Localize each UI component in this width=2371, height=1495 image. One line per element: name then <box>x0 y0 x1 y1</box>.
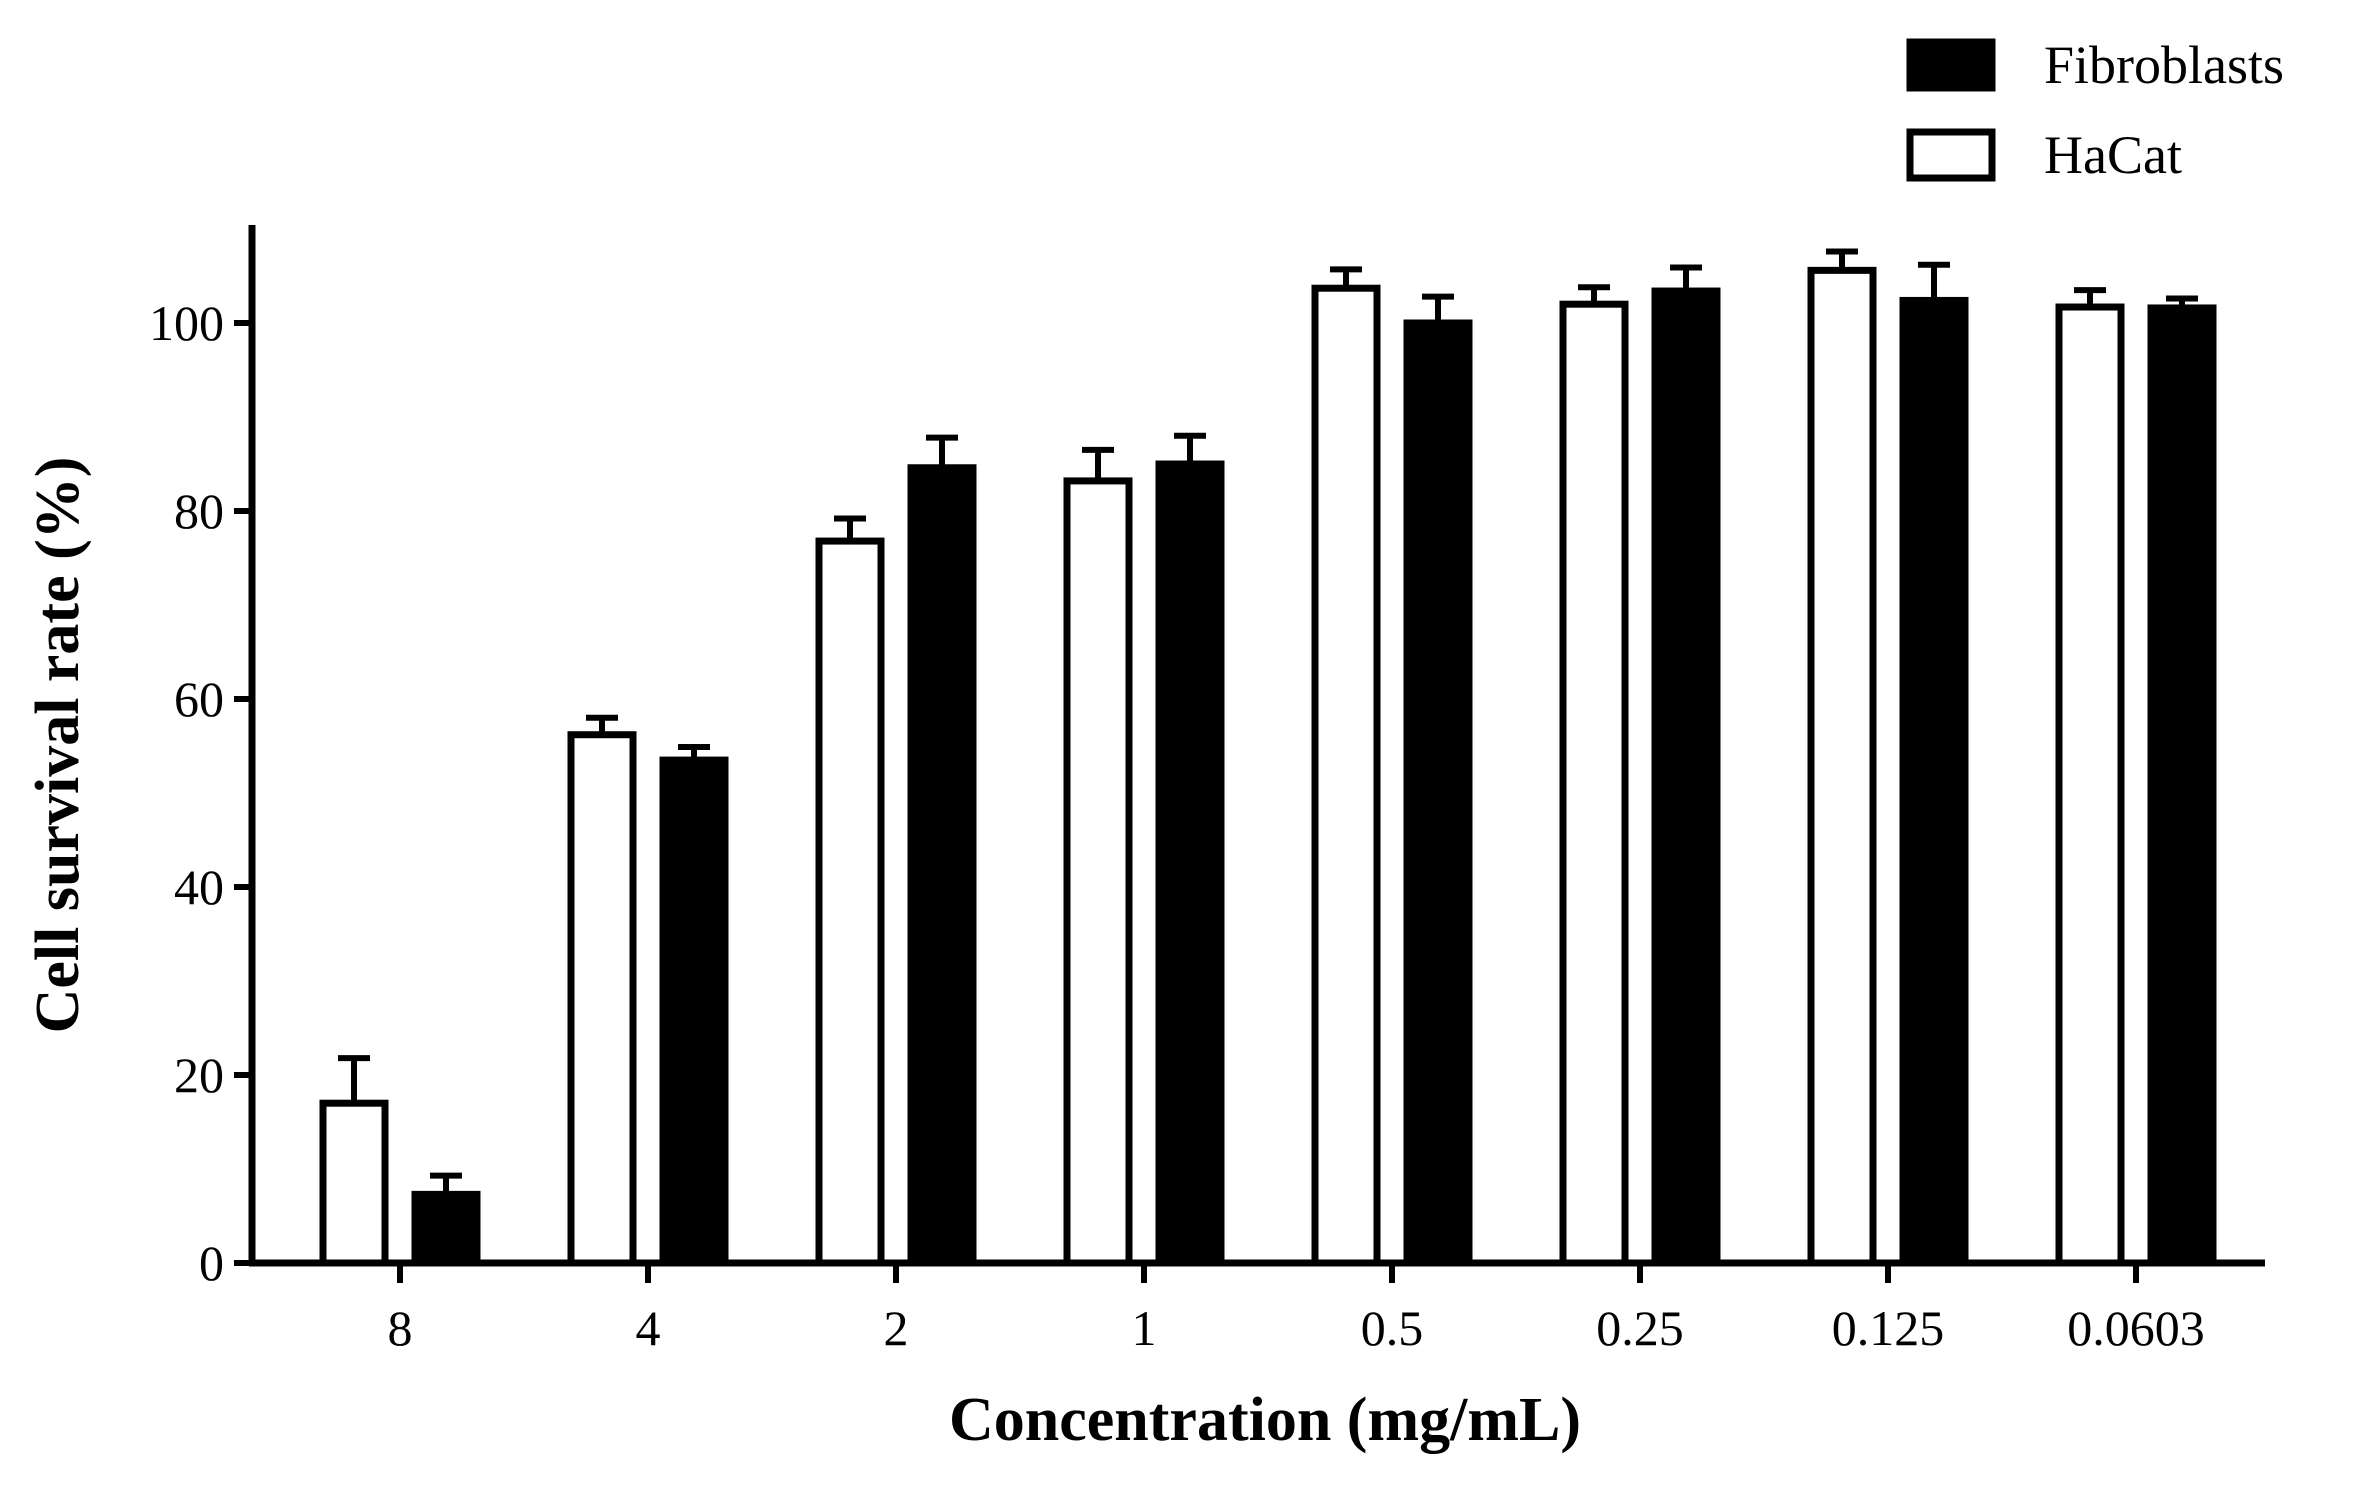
fibroblasts-bar <box>1651 287 1721 1267</box>
fibroblasts-bar <box>907 464 977 1267</box>
axes-layer: 0 20 40 60 80 100 8 4 2 1 0.5 0.25 0.125 0.0603 <box>149 225 2265 1356</box>
legend-swatch-hacat <box>1906 128 1996 182</box>
y-tick-label: 20 <box>174 1047 224 1103</box>
y-tick-label: 40 <box>174 859 224 915</box>
y-tick-label: 0 <box>199 1235 224 1291</box>
legend-label-fibroblasts: Fibroblasts <box>2044 35 2284 95</box>
hacat-bar <box>1807 266 1877 1267</box>
fibroblasts-bar <box>411 1190 481 1267</box>
hacat-bar <box>2055 303 2125 1267</box>
x-tick-label: 4 <box>636 1300 661 1356</box>
legend-swatch-fibroblasts <box>1906 38 1996 92</box>
hacat-bar <box>1559 300 1629 1267</box>
hacat-bar <box>567 731 637 1267</box>
x-tick-label: 0.125 <box>1832 1300 1945 1356</box>
fibroblasts-bar <box>2147 304 2217 1267</box>
fibroblasts-bar <box>1155 460 1225 1267</box>
x-axis-title: Concentration (mg/mL) <box>949 1386 1581 1454</box>
legend: Fibroblasts HaCat <box>1906 35 2284 185</box>
legend-label-hacat: HaCat <box>2044 125 2182 185</box>
y-tick-label: 60 <box>174 671 224 727</box>
bars-layer <box>319 248 2217 1267</box>
x-tick-label: 0.0603 <box>2067 1300 2205 1356</box>
x-tick-label: 0.5 <box>1361 1300 1424 1356</box>
y-tick-label: 100 <box>149 295 224 351</box>
hacat-bar <box>319 1099 389 1267</box>
x-tick-label: 0.25 <box>1596 1300 1684 1356</box>
x-tick-label: 2 <box>884 1300 909 1356</box>
hacat-bar <box>1311 284 1381 1267</box>
fibroblasts-bar <box>659 756 729 1267</box>
hacat-bar <box>815 537 885 1267</box>
y-tick-label: 80 <box>174 483 224 539</box>
hacat-bar <box>1063 477 1133 1267</box>
x-tick-label: 1 <box>1132 1300 1157 1356</box>
fibroblasts-bar <box>1403 319 1473 1267</box>
fibroblasts-bar <box>1899 296 1969 1267</box>
y-axis-title: Cell survival rate (%) <box>24 457 92 1034</box>
x-tick-label: 8 <box>388 1300 413 1356</box>
